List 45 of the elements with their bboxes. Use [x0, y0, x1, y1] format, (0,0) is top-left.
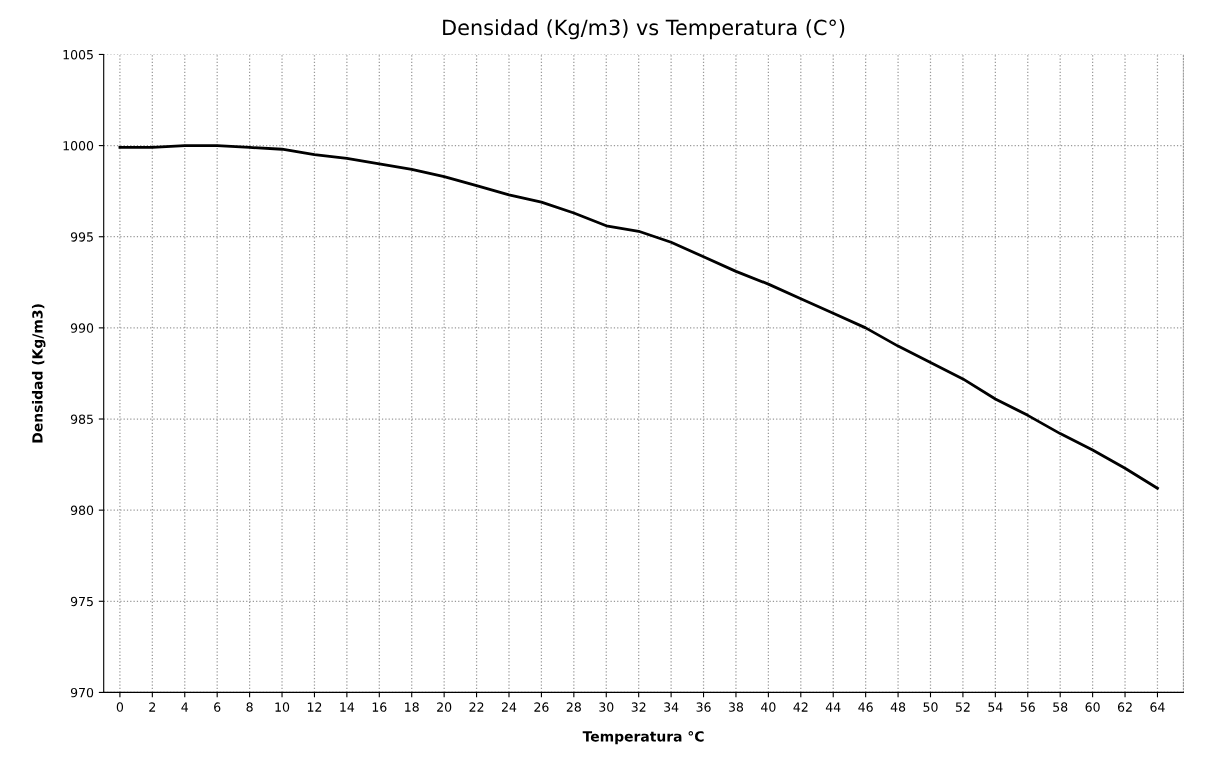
line-series	[118, 144, 1159, 490]
x-tick-label: 24	[501, 702, 517, 712]
x-tick-label: 20	[437, 702, 452, 712]
y-axis-title: Densidad (Kg/m3)	[31, 304, 46, 443]
x-tick-label: 42	[793, 702, 808, 712]
x-tick-label: 28	[566, 702, 581, 712]
x-tick-label: 48	[890, 702, 906, 712]
x-tick-label: 34	[664, 702, 679, 712]
x-axis-title: Temperatura °C	[582, 731, 704, 745]
x-tick-label: 26	[534, 702, 549, 712]
x-tick-label: 6	[214, 702, 221, 712]
y-tick-label: 970	[70, 687, 94, 698]
x-tick-label: 4	[181, 702, 189, 712]
x-tick-label: 10	[275, 702, 290, 712]
x-tick-label: 32	[631, 702, 646, 712]
x-tick-label: 46	[858, 702, 873, 712]
y-tick-label: 995	[70, 232, 93, 242]
x-tick-label: 56	[1020, 702, 1035, 712]
y-tick-label: 980	[70, 505, 94, 516]
x-tick-label: 60	[1085, 702, 1100, 712]
y-tick-label: 1005	[63, 49, 93, 60]
x-tick-label: 16	[372, 702, 387, 712]
x-tick-label: 36	[696, 702, 711, 712]
x-tick-label: 58	[1053, 702, 1068, 712]
x-tick-label: 0	[116, 702, 124, 712]
y-tick-label: 985	[70, 414, 93, 424]
x-tick-label: 52	[955, 702, 970, 712]
x-tick-label: 44	[825, 702, 841, 712]
x-tick-label: 40	[761, 702, 776, 712]
y-tick-label: 1000	[63, 141, 94, 151]
x-tick-label: 50	[923, 702, 938, 712]
y-tick-label: 975	[70, 596, 93, 607]
x-tick-label: 18	[405, 702, 419, 712]
x-tick-label: 14	[340, 702, 355, 712]
x-tick-label: 12	[307, 702, 322, 712]
x-tick-label: 22	[469, 702, 484, 712]
chart-title: Densidad (Kg/m3) vs Temperatura (C°)	[443, 19, 845, 40]
x-tick-label: 30	[599, 702, 614, 712]
y-tick-label: 990	[70, 323, 94, 333]
x-tick-label: 54	[988, 702, 1003, 712]
x-tick-label: 2	[149, 702, 156, 712]
x-tick-label: 64	[1150, 702, 1165, 712]
x-tick-label: 8	[246, 702, 253, 712]
x-tick-label: 62	[1117, 702, 1132, 712]
x-tick-label: 38	[728, 702, 744, 712]
